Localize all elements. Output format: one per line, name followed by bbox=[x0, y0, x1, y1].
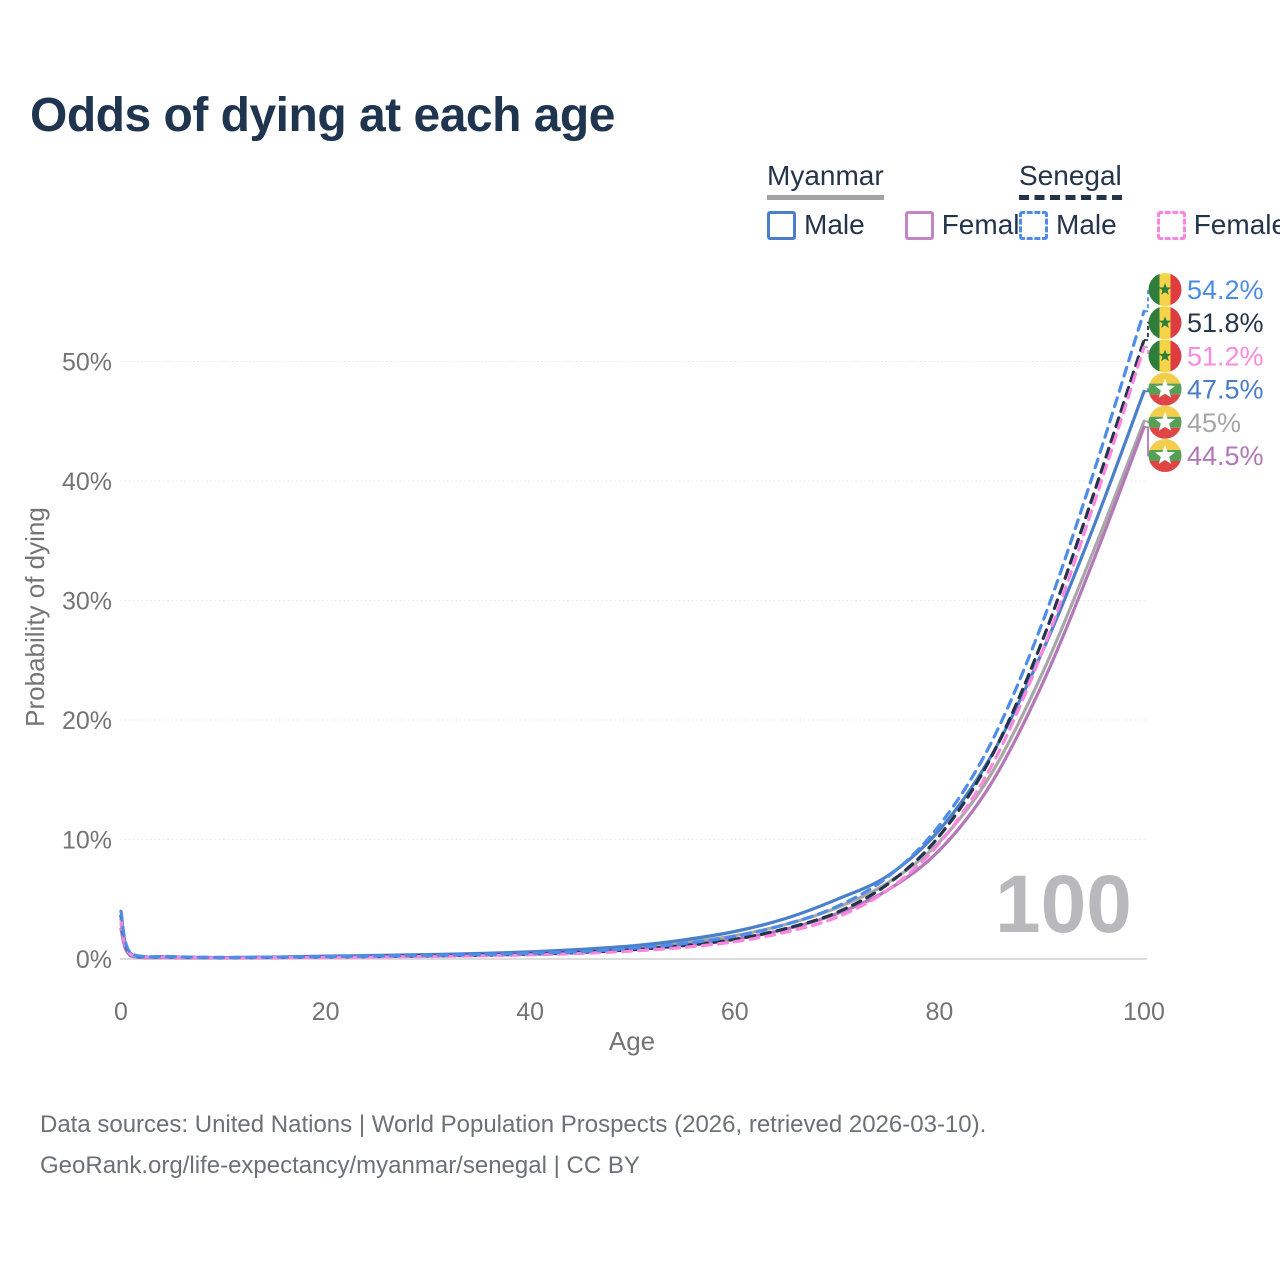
senegal-flag-icon bbox=[1149, 273, 1182, 306]
x-tick-label: 60 bbox=[721, 998, 749, 1026]
y-tick-label: 10% bbox=[62, 827, 112, 855]
label-connector-senegal-male bbox=[1144, 288, 1151, 313]
series-line-senegal-both[interactable] bbox=[119, 338, 1146, 960]
x-tick-label: 20 bbox=[312, 998, 340, 1026]
legend-group-myanmar: Myanmar Male Female bbox=[767, 160, 1035, 241]
series-line-myanmar-both[interactable] bbox=[119, 419, 1146, 960]
x-tick-label: 100 bbox=[1123, 998, 1165, 1026]
senegal-flag-icon bbox=[1149, 339, 1182, 372]
y-tick-label: 50% bbox=[62, 349, 112, 377]
series-end-value-senegal-both: 51.8% bbox=[1187, 308, 1264, 338]
footer-attribution: GeoRank.org/life-expectancy/myanmar/sene… bbox=[40, 1152, 640, 1179]
legend-item-senegal-male[interactable]: Male bbox=[1019, 209, 1117, 241]
senegal-flag-icon bbox=[1149, 306, 1182, 339]
y-tick-label: 40% bbox=[62, 468, 112, 496]
myanmar-flag-icon bbox=[1149, 373, 1182, 406]
senegal-female-swatch-icon bbox=[1156, 210, 1186, 240]
legend-item-label: Female bbox=[1193, 209, 1280, 240]
series-end-value-senegal-female: 51.2% bbox=[1187, 341, 1264, 371]
myanmar-flag-icon bbox=[1149, 406, 1182, 439]
y-axis-title: Probability of dying bbox=[20, 507, 50, 727]
y-tick-label: 20% bbox=[62, 707, 112, 735]
legend-item-senegal-female[interactable]: Female bbox=[1156, 209, 1280, 241]
x-tick-label: 0 bbox=[114, 998, 128, 1026]
series-line-senegal-female[interactable] bbox=[119, 345, 1146, 960]
legend-item-label: Male bbox=[804, 209, 865, 240]
page-title: Odds of dying at each age bbox=[30, 89, 615, 142]
legend-item-label: Male bbox=[1056, 209, 1117, 240]
x-tick-label: 40 bbox=[516, 998, 544, 1026]
footer-data-sources: Data sources: United Nations | World Pop… bbox=[40, 1111, 987, 1138]
footer: Data sources: United Nations | World Pop… bbox=[40, 1104, 986, 1186]
series-end-value-myanmar-both: 45% bbox=[1187, 408, 1241, 438]
legend-item-myanmar-male[interactable]: Male bbox=[767, 209, 865, 241]
myanmar-flag-icon bbox=[1149, 439, 1182, 472]
series-line-senegal-male[interactable] bbox=[119, 309, 1146, 960]
myanmar-female-swatch-icon bbox=[904, 210, 934, 240]
age-counter-watermark: 100 bbox=[995, 859, 1132, 950]
legend-header-senegal: Senegal bbox=[1019, 160, 1122, 200]
legend-header-myanmar: Myanmar bbox=[767, 160, 884, 200]
series-line-myanmar-male[interactable] bbox=[119, 389, 1146, 960]
series-end-value-senegal-male: 54.2% bbox=[1187, 275, 1264, 305]
series-end-value-myanmar-male: 47.5% bbox=[1187, 375, 1264, 405]
series-end-value-myanmar-female: 44.5% bbox=[1187, 441, 1264, 471]
x-tick-label: 80 bbox=[925, 998, 953, 1026]
senegal-male-swatch-icon bbox=[1019, 210, 1048, 240]
series-line-myanmar-female[interactable] bbox=[119, 425, 1146, 960]
x-axis-title: Age bbox=[609, 1026, 655, 1056]
y-tick-label: 30% bbox=[62, 588, 112, 616]
legend-group-senegal: Senegal Male Female bbox=[1019, 160, 1280, 241]
y-tick-label: 0% bbox=[76, 946, 112, 974]
legend-items-senegal: Male Female bbox=[1019, 209, 1280, 241]
myanmar-male-swatch-icon bbox=[767, 210, 796, 240]
